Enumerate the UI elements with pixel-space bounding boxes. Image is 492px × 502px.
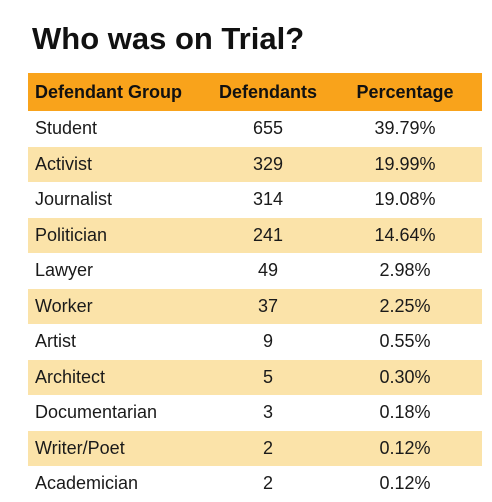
cell-percentage: 0.12%: [328, 466, 482, 502]
table-title: Who was on Trial?: [32, 21, 305, 56]
cell-defendant-group: Academician: [28, 466, 208, 502]
cell-percentage: 19.08%: [328, 182, 482, 218]
cell-defendants: 655: [208, 111, 328, 147]
header-row: Defendant Group Defendants Percentage: [28, 73, 482, 111]
cell-defendant-group: Activist: [28, 146, 208, 182]
table-row: Worker 37 2.25%: [28, 288, 482, 324]
cell-defendants: 9: [208, 324, 328, 360]
defendants-table: Defendant Group Defendants Percentage St…: [28, 73, 482, 502]
cell-percentage: 14.64%: [328, 217, 482, 253]
cell-defendants: 329: [208, 146, 328, 182]
header-defendants: Defendants: [208, 73, 328, 111]
table-row: Architect 5 0.30%: [28, 359, 482, 395]
table-body: Student 655 39.79% Activist 329 19.99% Journal…: [28, 111, 482, 502]
header-percentage: Percentage: [328, 73, 482, 111]
table-row: Journalist 314 19.08%: [28, 182, 482, 218]
cell-defendants: 2: [208, 466, 328, 502]
cell-defendant-group: Documentarian: [28, 395, 208, 431]
cell-percentage: 2.25%: [328, 288, 482, 324]
cell-defendant-group: Student: [28, 111, 208, 147]
cell-defendants: 2: [208, 430, 328, 466]
table-row: Documentarian 3 0.18%: [28, 395, 482, 431]
table-row: Academician 2 0.12%: [28, 466, 482, 502]
table-row: Activist 329 19.99%: [28, 146, 482, 182]
cell-defendants: 37: [208, 288, 328, 324]
cell-defendant-group: Lawyer: [28, 253, 208, 289]
table-row: Artist 9 0.55%: [28, 324, 482, 360]
header-defendant-group: Defendant Group: [28, 73, 208, 111]
table-row: Lawyer 49 2.98%: [28, 253, 482, 289]
cell-defendants: 314: [208, 182, 328, 218]
cell-percentage: 0.18%: [328, 395, 482, 431]
cell-percentage: 39.79%: [328, 111, 482, 147]
cell-defendant-group: Worker: [28, 288, 208, 324]
cell-defendants: 3: [208, 395, 328, 431]
cell-defendants: 49: [208, 253, 328, 289]
cell-percentage: 2.98%: [328, 253, 482, 289]
cell-defendant-group: Writer/Poet: [28, 430, 208, 466]
cell-percentage: 19.99%: [328, 146, 482, 182]
cell-defendant-group: Politician: [28, 217, 208, 253]
cell-defendant-group: Artist: [28, 324, 208, 360]
cell-defendant-group: Architect: [28, 359, 208, 395]
cell-defendants: 241: [208, 217, 328, 253]
table-row: Student 655 39.79%: [28, 111, 482, 147]
table-row: Writer/Poet 2 0.12%: [28, 430, 482, 466]
cell-percentage: 0.55%: [328, 324, 482, 360]
table-row: Politician 241 14.64%: [28, 217, 482, 253]
cell-percentage: 0.30%: [328, 359, 482, 395]
table-header: Defendant Group Defendants Percentage: [28, 73, 482, 111]
cell-defendants: 5: [208, 359, 328, 395]
cell-percentage: 0.12%: [328, 430, 482, 466]
cell-defendant-group: Journalist: [28, 182, 208, 218]
